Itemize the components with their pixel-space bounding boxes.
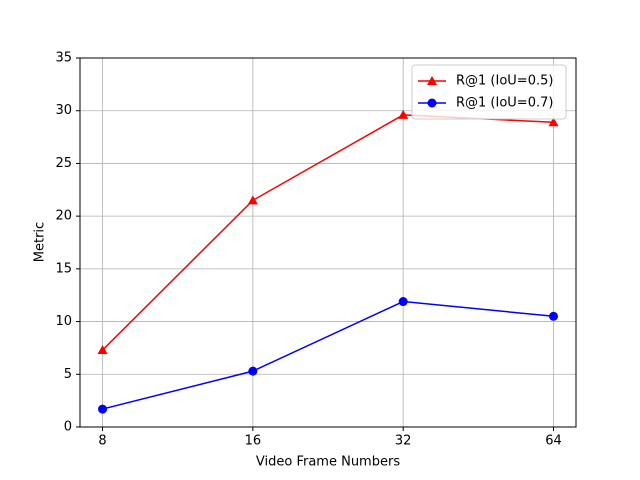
x-tick-label: 8 bbox=[98, 434, 106, 449]
x-tick-label: 64 bbox=[545, 434, 562, 449]
marker bbox=[398, 109, 409, 119]
y-tick-label: 20 bbox=[55, 209, 72, 224]
series-line bbox=[102, 300, 554, 410]
y-tick-label: 5 bbox=[64, 367, 72, 382]
marker bbox=[248, 366, 258, 376]
legend-label: R@1 (IoU=0.5) bbox=[456, 74, 553, 89]
y-tick-label: 0 bbox=[64, 420, 72, 435]
marker bbox=[548, 311, 558, 321]
marker bbox=[97, 345, 108, 355]
x-tick-label: 16 bbox=[245, 434, 262, 449]
marker bbox=[548, 117, 559, 127]
plot-frame bbox=[79, 57, 577, 428]
marker bbox=[98, 404, 108, 414]
y-tick-label: 35 bbox=[55, 51, 72, 66]
legend-marker bbox=[427, 76, 437, 85]
marker bbox=[398, 297, 408, 307]
y-axis-label: Metric bbox=[33, 222, 48, 262]
legend-marker bbox=[427, 98, 437, 108]
marker bbox=[247, 195, 258, 205]
x-tick-label: 32 bbox=[395, 434, 412, 449]
y-tick-label: 30 bbox=[55, 103, 72, 118]
legend-box bbox=[411, 64, 567, 120]
legend: R@1 (IoU=0.5) R@1 (IoU=0.7) bbox=[411, 64, 567, 120]
y-tick-label: 15 bbox=[55, 261, 72, 276]
y-tick-label: 10 bbox=[55, 314, 72, 329]
x-axis-label: Video Frame Numbers bbox=[256, 455, 400, 470]
legend-label: R@1 (IoU=0.7) bbox=[456, 96, 553, 111]
series-line bbox=[102, 114, 554, 351]
y-tick-label: 25 bbox=[55, 156, 72, 171]
